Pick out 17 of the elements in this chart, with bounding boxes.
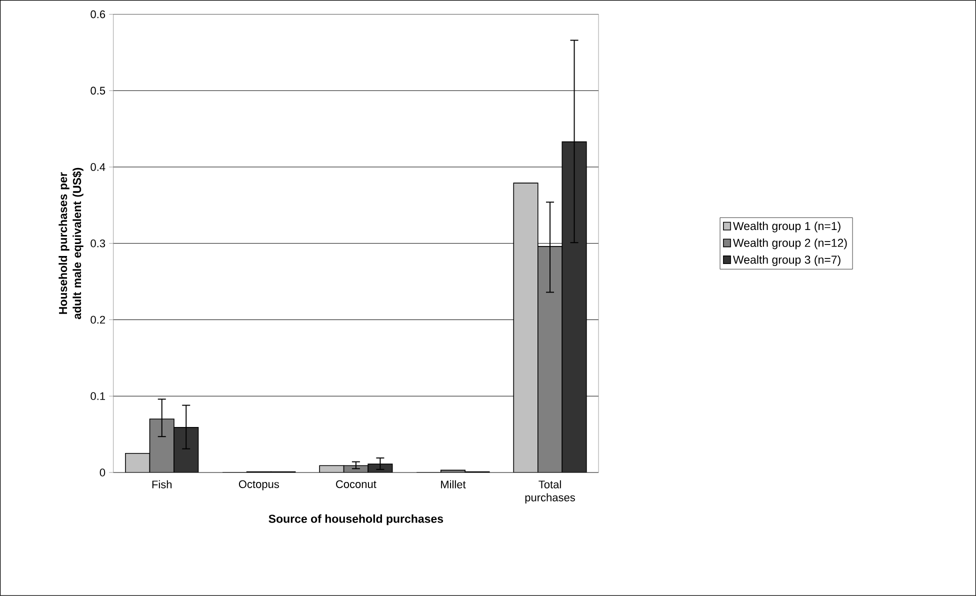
legend-label: Wealth group 2 (n=12) [733,238,847,250]
legend-label: Wealth group 3 (n=7) [733,255,840,266]
y-axis-title: Household purchases per adult male equivalent (US$) [58,168,84,320]
y-tick-label: 0.2 [90,316,105,324]
x-axis-title: Source of household purchases [268,514,444,526]
y-tick-label: 0 [100,468,106,476]
y-tick-label: 0.4 [90,163,106,172]
x-tick-label: Coconut [336,480,376,488]
y-tick-label: 0.1 [90,392,106,400]
x-tick-label: Octopus [238,480,279,490]
x-tick-label: Total purchases [525,480,575,504]
x-tick-label: Fish [152,480,172,488]
y-tick-label: 0.3 [90,240,106,248]
y-tick-label: 0.5 [90,86,106,95]
legend-label: Wealth group 1 (n=1) [733,222,840,232]
y-tick-label: 0.6 [90,10,106,18]
x-tick-label: Millet [441,480,466,488]
